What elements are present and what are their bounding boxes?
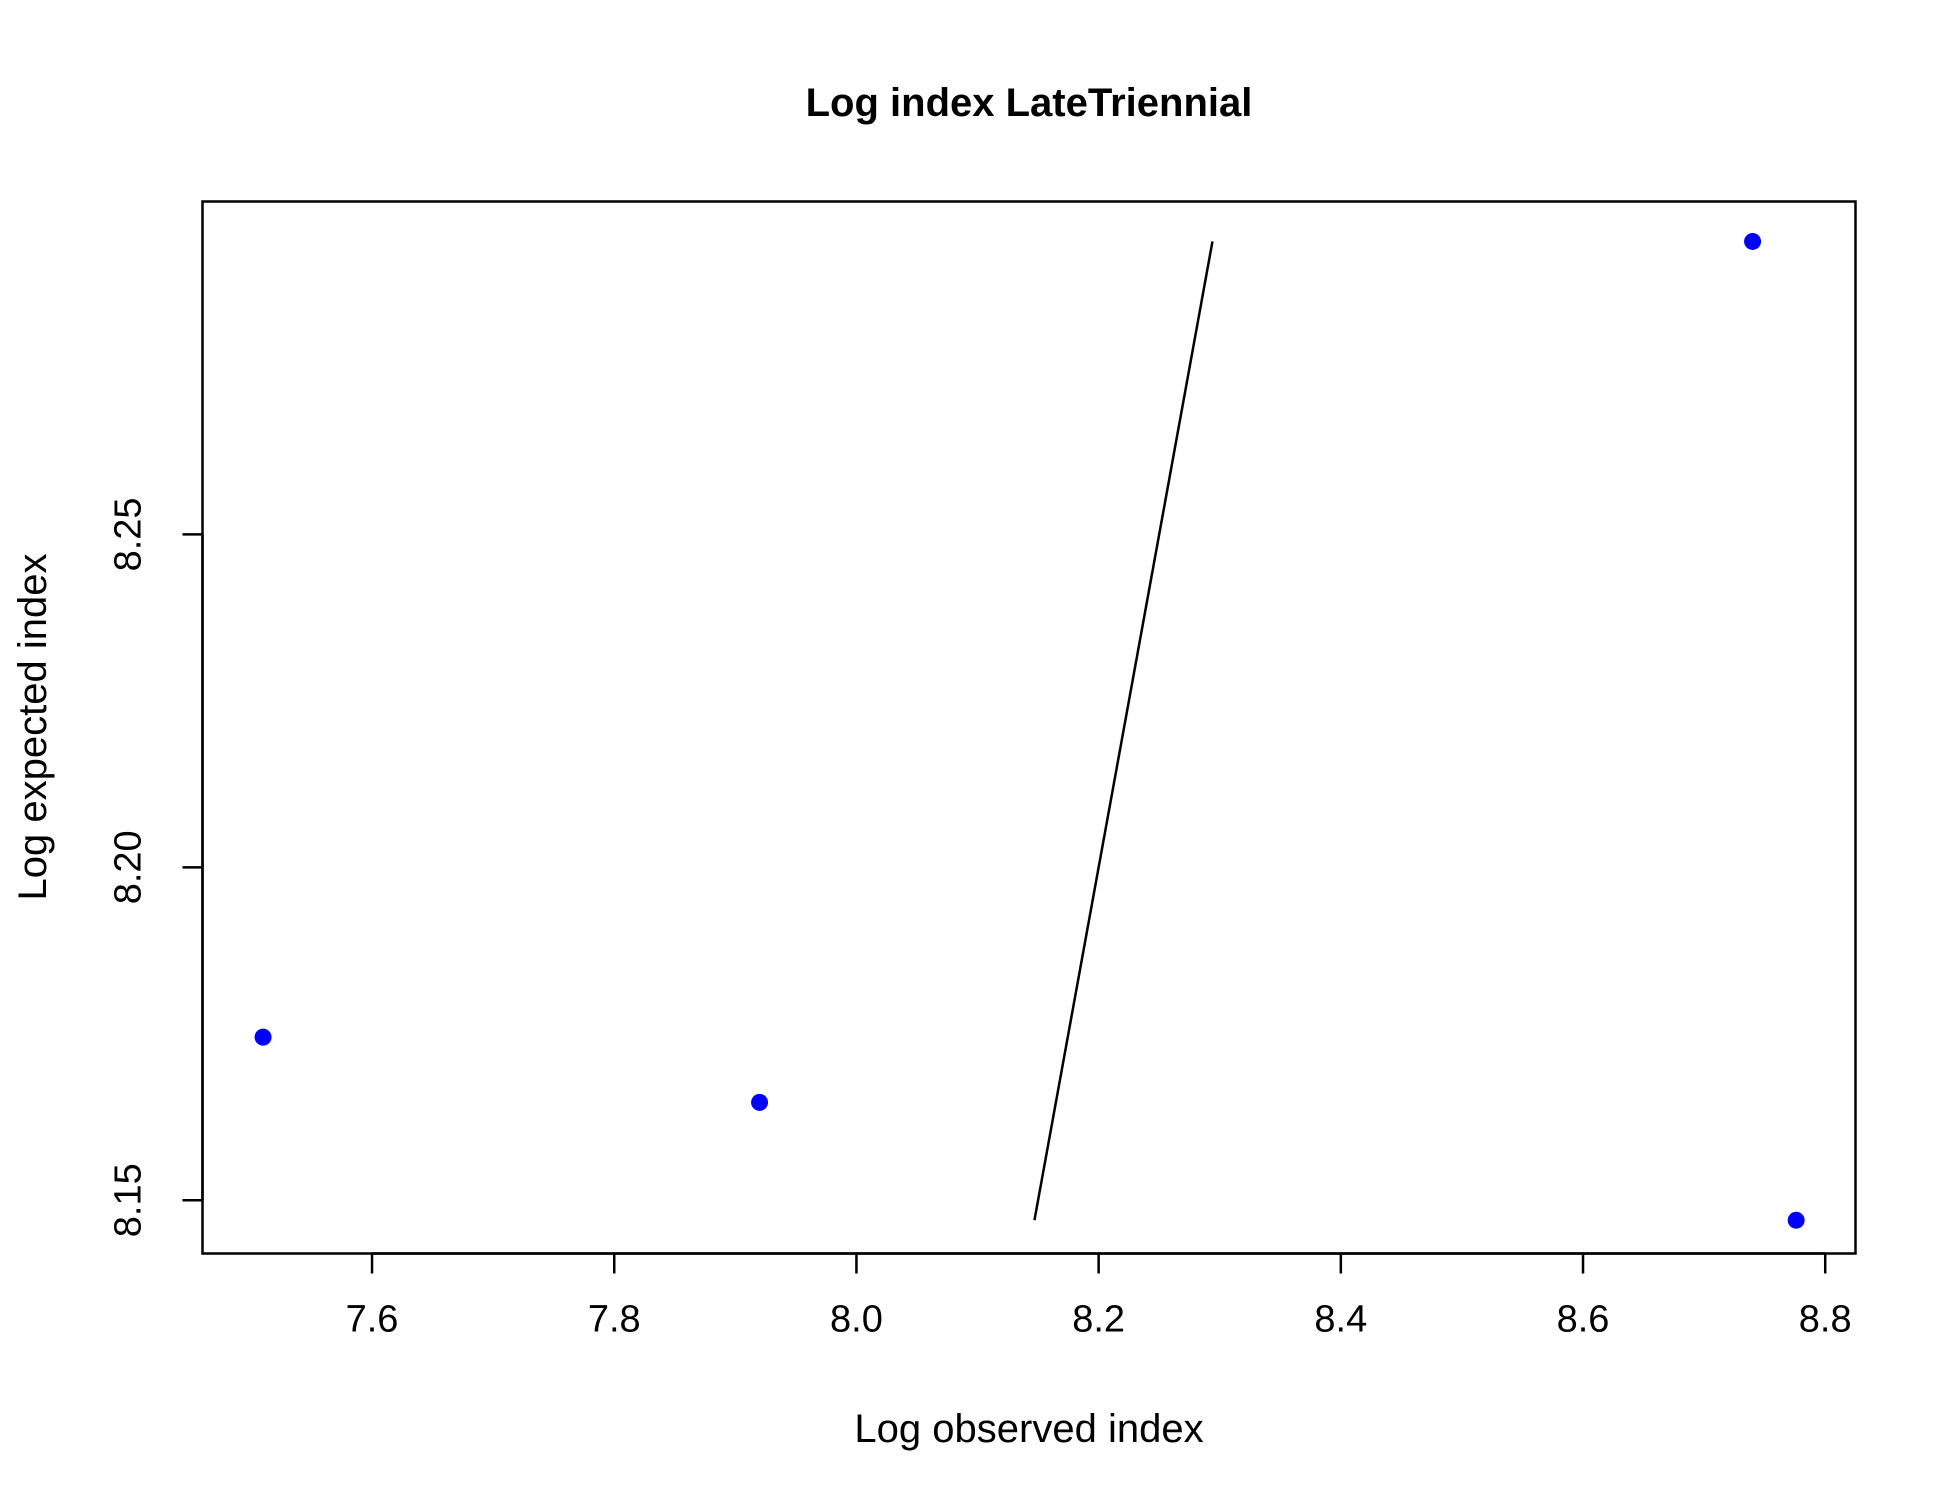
x-tick-label: 8.8 <box>1799 1299 1852 1341</box>
x-axis-label: Log observed index <box>854 1407 1203 1451</box>
x-tick-label: 8.2 <box>1072 1299 1125 1341</box>
data-point <box>254 1028 272 1046</box>
data-point <box>1787 1211 1805 1229</box>
x-tick-label: 8.6 <box>1557 1299 1610 1341</box>
y-tick-label: 8.20 <box>108 830 150 904</box>
x-tick-label: 7.8 <box>588 1299 641 1341</box>
chart-title: Log index LateTriennial <box>806 81 1253 125</box>
reference-line <box>1033 241 1214 1221</box>
x-axis: 7.6 7.8 8.0 8.2 8.4 8.6 8.8 <box>346 1252 1852 1341</box>
x-tick-label: 7.6 <box>346 1299 399 1341</box>
series-layer <box>254 232 1805 1229</box>
y-axis: 8.15 8.20 8.25 <box>108 497 204 1237</box>
x-tick-label: 8.0 <box>830 1299 883 1341</box>
data-point <box>751 1093 769 1111</box>
y-tick-label: 8.25 <box>108 497 150 571</box>
x-tick-label: 8.4 <box>1314 1299 1367 1341</box>
y-tick-label: 8.15 <box>108 1163 150 1237</box>
y-axis-label: Log expected index <box>11 554 55 901</box>
data-point <box>1744 232 1762 250</box>
